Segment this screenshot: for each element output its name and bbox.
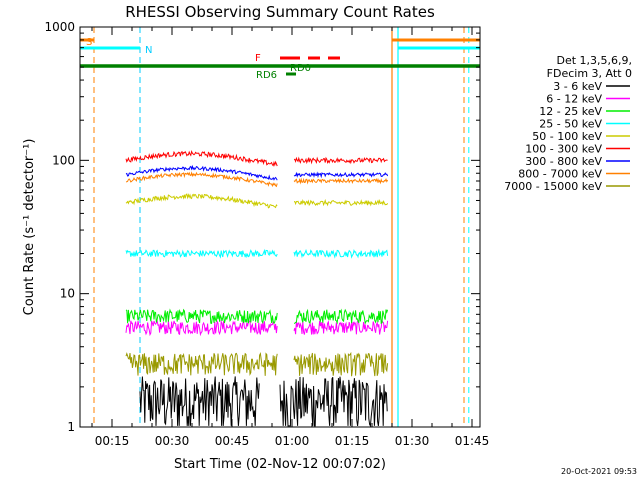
series-line: [125, 193, 278, 209]
series-line: [125, 308, 278, 325]
x-tick-label: 00:15: [95, 434, 130, 448]
series-line: [293, 156, 388, 165]
x-tick-label: 01:30: [395, 434, 430, 448]
x-tick-label: 00:30: [155, 434, 190, 448]
generation-timestamp: 20-Oct-2021 09:53: [561, 467, 637, 476]
series-8: [125, 351, 389, 377]
legend-header-2: FDecim 3, Att 0: [547, 67, 632, 80]
series-2: [125, 308, 389, 325]
rd0-label: RD0: [290, 63, 311, 74]
series-line: [125, 351, 278, 376]
series-5: [125, 149, 388, 167]
legend-entry-label: 12 - 25 keV: [539, 105, 602, 118]
saa-label: S: [86, 37, 92, 48]
data-layer: S N F RD0 RD6: [80, 27, 480, 428]
series-line: [293, 351, 389, 377]
chart-title: RHESSI Observing Summary Count Rates: [125, 3, 435, 21]
y-axis-label: Count Rate (s⁻¹ detector⁻¹): [22, 139, 37, 316]
series-7: [125, 171, 389, 188]
series-line: [125, 319, 278, 337]
series-line: [294, 198, 389, 207]
x-tick-label: 00:45: [215, 434, 250, 448]
night-label: N: [145, 45, 152, 56]
series-3: [125, 248, 389, 259]
x-axis-label: Start Time (02-Nov-12 00:07:02): [174, 457, 386, 472]
series-1: [125, 319, 389, 337]
y-tick-label: 100: [52, 153, 75, 167]
series-line: [293, 319, 389, 335]
legend-entry-label: 50 - 100 keV: [532, 130, 602, 143]
legend-entry-label: 100 - 300 keV: [525, 143, 602, 156]
x-tick-label: 01:45: [455, 434, 490, 448]
series-line: [293, 177, 389, 185]
series-line: [125, 171, 278, 188]
x-tick-label: 01:15: [335, 434, 370, 448]
x-tick-label: 01:00: [275, 434, 310, 448]
legend: Det 1,3,5,6,9, FDecim 3, Att 0 3 - 6 keV…: [504, 54, 632, 193]
series-line: [293, 248, 389, 259]
series-line: [293, 171, 389, 179]
axes-layer: 00:15 00:30 00:45 01:00 01:15 01:30 01:45 1 10 10…: [44, 20, 489, 448]
legend-header-1: Det 1,3,5,6,9,: [556, 54, 632, 67]
legend-entry-label: 3 - 6 keV: [553, 80, 602, 93]
series-line: [125, 248, 278, 259]
series-6: [125, 164, 389, 181]
y-tick-label: 1000: [44, 20, 75, 34]
series-4: [125, 193, 389, 209]
plot-frame: [79, 26, 481, 428]
legend-entry-label: 7000 - 15000 keV: [504, 180, 602, 193]
series-line: [125, 164, 278, 181]
rd6-label: RD6: [256, 70, 277, 81]
series-line: [125, 149, 278, 167]
legend-entry-label: 800 - 7000 keV: [518, 168, 602, 181]
series-line: [139, 376, 260, 426]
series-line: [293, 308, 389, 325]
y-tick-label: 10: [60, 287, 75, 301]
legend-entry-label: 25 - 50 keV: [539, 118, 602, 131]
series-0: [139, 376, 388, 428]
y-tick-label: 1: [67, 420, 75, 434]
series-line: [279, 376, 388, 428]
legend-entry-label: 6 - 12 keV: [546, 93, 602, 106]
flare-label: F: [255, 53, 261, 64]
legend-entry-label: 300 - 800 keV: [525, 155, 602, 168]
